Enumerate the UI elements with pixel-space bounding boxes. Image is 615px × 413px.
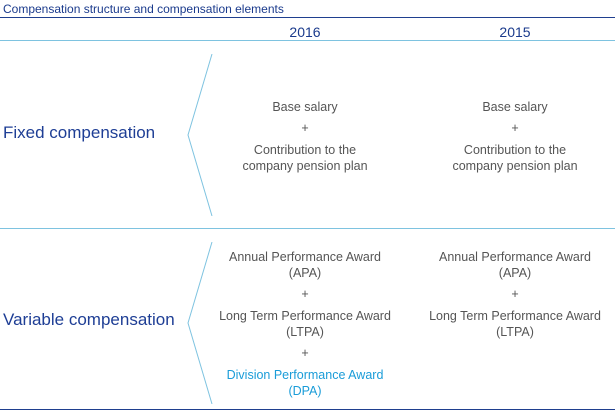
row-label-variable-compensation: Variable compensation — [3, 310, 175, 329]
item-base-salary: Base salary — [272, 100, 338, 114]
item-pension-contribution: Contribution to the company pension plan — [452, 143, 578, 173]
item-long-term-performance-award: Long Term Performance Award (LTPA) — [429, 309, 601, 339]
bottom-rule — [0, 409, 615, 410]
plus-sign: + — [301, 287, 309, 301]
bracket-fixed — [187, 54, 213, 216]
plus-sign: + — [511, 287, 519, 301]
item-annual-performance-award: Annual Performance Award (APA) — [229, 250, 381, 280]
cell-fixed-2015: Base salary + Contribution to the compan… — [410, 99, 615, 174]
plus-sign: + — [301, 346, 309, 360]
item-annual-performance-award: Annual Performance Award (APA) — [439, 250, 591, 280]
title-rule — [0, 17, 615, 18]
item-division-performance-award: Division Performance Award (DPA) — [226, 368, 384, 398]
cell-fixed-2016: Base salary + Contribution to the compan… — [200, 99, 410, 174]
column-header-2015: 2015 — [499, 24, 531, 40]
column-header-2016: 2016 — [289, 24, 321, 40]
item-long-term-performance-award: Long Term Performance Award (LTPA) — [219, 309, 391, 339]
table-title: Compensation structure and compensation … — [3, 2, 284, 16]
plus-sign: + — [301, 121, 309, 135]
header-rule — [0, 40, 615, 41]
item-pension-contribution: Contribution to the company pension plan — [242, 143, 368, 173]
bracket-variable — [187, 242, 213, 404]
row-label-fixed-compensation: Fixed compensation — [3, 123, 156, 142]
plus-sign: + — [511, 121, 519, 135]
cell-variable-2015: Annual Performance Award (APA) + Long Te… — [410, 249, 615, 340]
cell-variable-2016: Annual Performance Award (APA) + Long Te… — [200, 249, 410, 399]
item-base-salary: Base salary — [482, 100, 548, 114]
row-separator-rule — [0, 228, 615, 229]
